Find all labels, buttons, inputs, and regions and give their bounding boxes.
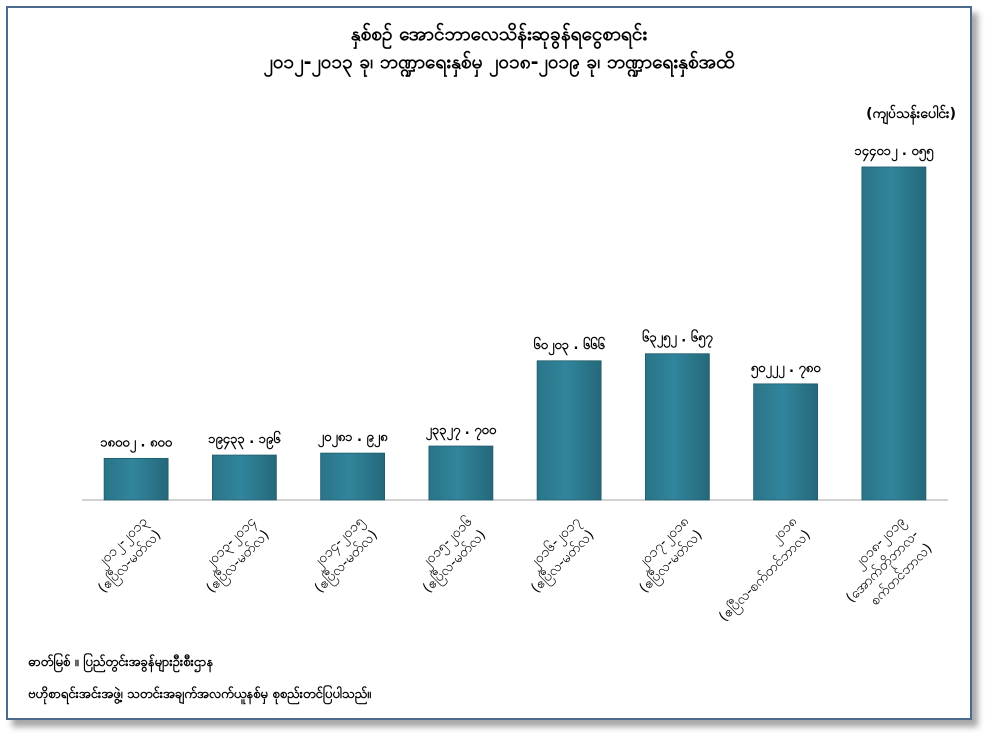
x-tick-label: ၂၀၁၆-၂၀၁၇(ဧပြီလ-မတ်လ): [515, 513, 599, 597]
x-tick-label: ၂၀၁၈-၂၀၁၉(အောက်တိုဘာလ-စက်တင်ဘာလ): [830, 513, 936, 619]
bar: [429, 446, 493, 500]
data-label: ၁၉၄၃၃ . ၁၉၆: [208, 430, 281, 450]
data-label: ၂၀၂၈၁ . ၉၂၈: [318, 430, 389, 448]
x-tick-label: ၂၀၁၇-၂၀၁၈(ဧပြီလ-မတ်လ): [623, 514, 707, 598]
data-label: ၁၄၄၀၁၂ . ၀၅၅: [854, 144, 934, 162]
source-line-2: ဗဟိုစာရင်းအင်းအဖွဲ့၊ သတင်းအချက်အလက်ယူနစ်…: [28, 686, 371, 705]
data-label: ၂၃၃၂၇ . ၇၀၀: [426, 423, 497, 441]
x-tick-label: ၂၀၁၂-၂၀၁၃(ဧပြီလ-မတ်လ): [82, 514, 166, 598]
source-line-1: ဓာတ်မြစ် ။ ပြည်တွင်းအခွန်များဦးစီးဌာန: [28, 654, 213, 673]
bar: [754, 384, 818, 500]
data-label: ၅၀၂၂၂ . ၇၈၀: [751, 361, 822, 379]
x-tick-label: ၂၀၁၄-၂၀၁၅(ဧပြီလ-မတ်လ): [298, 513, 382, 597]
bar: [321, 453, 385, 500]
data-label: ၆၀၂၀၃ . ၆၆၆: [533, 336, 605, 356]
bar: [104, 458, 168, 500]
bar: [212, 455, 276, 500]
bar: [537, 361, 601, 500]
x-tick-label: ၂၀၁၈(ဧပြီလ-စက်တင်ဘာလ): [702, 514, 815, 627]
data-label: ၁၈၀၀၂ . ၈၀၀: [100, 435, 172, 453]
data-label: ၆၃၂၅၂ . ၆၅၇: [642, 329, 713, 349]
bar: [645, 354, 709, 500]
x-tick-label-line: (ဧပြီလ-စက်တင်ဘာလ): [716, 527, 815, 626]
x-tick-label: ၂၀၁၅-၂၀၁၆(ဧပြီလ-မတ်လ): [406, 513, 490, 597]
x-tick-label: ၂၀၁၃-၂၀၁၄(ဧပြီလ-မတ်လ): [190, 513, 274, 597]
bar: [862, 167, 926, 500]
